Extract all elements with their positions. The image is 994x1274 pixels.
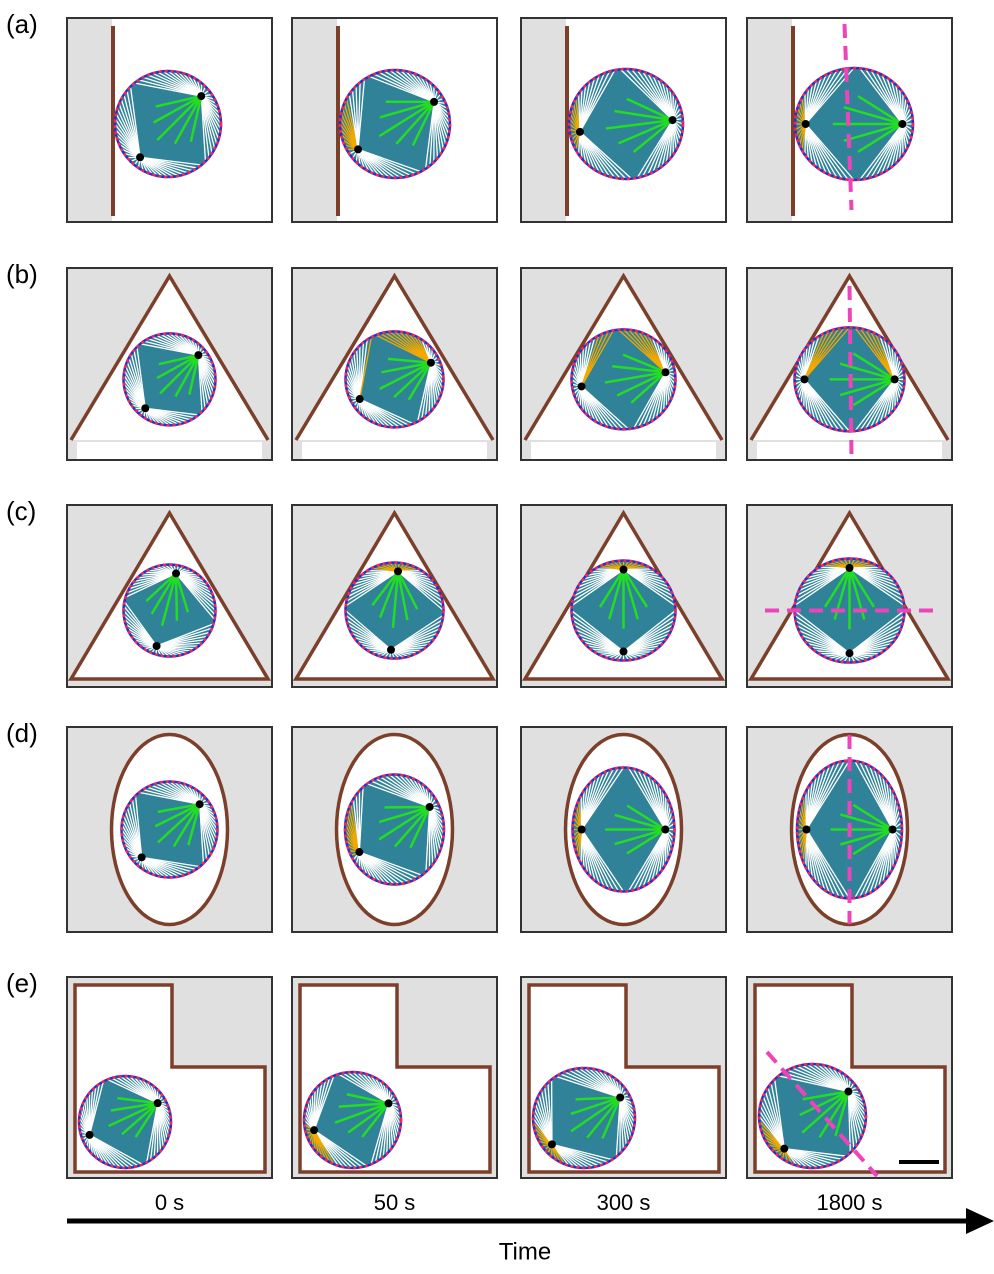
panel-label: (a) (6, 9, 38, 39)
pole (661, 826, 669, 834)
pole (616, 1094, 624, 1102)
pole (846, 649, 854, 657)
pole (430, 98, 438, 106)
panel (292, 505, 497, 687)
pole (548, 1140, 556, 1148)
pole (354, 145, 362, 153)
pole (194, 351, 202, 359)
fiber (176, 573, 177, 620)
panel-label: (b) (6, 259, 38, 289)
panel (747, 18, 952, 222)
open-bottom (77, 442, 262, 459)
panel (521, 505, 726, 687)
pole (780, 1145, 788, 1153)
pole (661, 368, 669, 376)
pole (385, 1099, 393, 1107)
pole (578, 382, 586, 390)
time-label: 1800 s (816, 1190, 882, 1215)
panel-label: (c) (6, 496, 36, 526)
outside-region (68, 19, 112, 221)
pole (172, 569, 180, 577)
pole (356, 395, 364, 403)
pole (196, 800, 204, 808)
outside-region (748, 19, 792, 221)
pole (846, 564, 854, 572)
time-label: 300 s (597, 1190, 651, 1215)
pole (136, 153, 144, 161)
pole (800, 375, 808, 383)
time-arrow-head (966, 1208, 994, 1234)
panel-label: (d) (6, 718, 38, 748)
pole (426, 803, 434, 811)
figure: Time (a) (b) (c) (d) (e) 0 s 50 s 300 s 1800 s (0, 0, 994, 1269)
pole (141, 404, 149, 412)
pole (154, 1099, 162, 1107)
outside-region (522, 19, 566, 221)
pole (669, 116, 677, 124)
time-label: 50 s (374, 1190, 416, 1215)
open-bottom (302, 442, 487, 459)
panel (292, 18, 497, 222)
pole (802, 120, 810, 128)
pole (310, 1126, 318, 1134)
pole (576, 128, 584, 136)
panel (67, 18, 272, 222)
pole (86, 1131, 94, 1139)
axis-label: Time (499, 1238, 551, 1265)
pole (844, 1088, 852, 1096)
page: Time (a) (b) (c) (d) (e) 0 s 50 s 300 s 1800 s (… (0, 0, 994, 1269)
pole (620, 648, 628, 656)
open-bottom (531, 442, 716, 459)
pole (197, 92, 205, 100)
panel (292, 727, 497, 932)
panel (747, 505, 952, 687)
panel (521, 18, 726, 222)
panel (67, 268, 272, 460)
pole (578, 826, 586, 834)
panel (521, 727, 726, 932)
panel-label: (e) (6, 968, 38, 998)
panel (67, 727, 272, 932)
pole (891, 375, 899, 383)
pole (138, 853, 146, 861)
pole (898, 120, 906, 128)
pole (889, 826, 897, 834)
panel (521, 268, 726, 460)
panel (747, 268, 952, 460)
pole (802, 826, 810, 834)
outside-region (293, 19, 337, 221)
pole (387, 646, 395, 654)
pole (394, 567, 402, 575)
pole (355, 848, 363, 856)
pole (620, 566, 628, 574)
panel (292, 268, 497, 460)
panel (521, 977, 726, 1178)
panel (67, 977, 272, 1178)
panel (292, 977, 497, 1178)
pole (427, 359, 435, 367)
panel (67, 505, 272, 687)
pole (153, 642, 161, 650)
panel (747, 977, 952, 1178)
time-label: 0 s (155, 1190, 184, 1215)
panel (747, 727, 952, 932)
